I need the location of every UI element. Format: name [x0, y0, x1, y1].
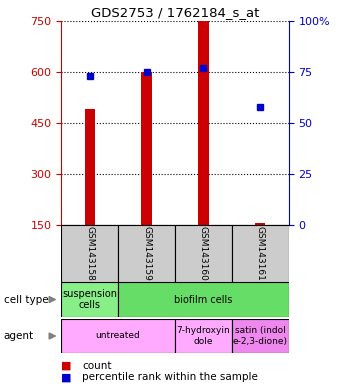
Bar — [255, 223, 265, 225]
Bar — [175, 319, 232, 353]
Bar — [61, 319, 175, 353]
Bar — [175, 225, 232, 282]
Bar — [118, 282, 289, 317]
Text: cell type: cell type — [4, 295, 48, 305]
Text: GSM143161: GSM143161 — [256, 226, 265, 281]
Text: GSM143160: GSM143160 — [199, 226, 208, 281]
Title: GDS2753 / 1762184_s_at: GDS2753 / 1762184_s_at — [91, 5, 259, 18]
Text: suspension
cells: suspension cells — [62, 289, 117, 310]
Bar — [232, 319, 289, 353]
Bar — [85, 109, 95, 225]
Bar — [61, 282, 118, 317]
Text: satin (indol
e-2,3-dione): satin (indol e-2,3-dione) — [233, 326, 288, 346]
Text: biofilm cells: biofilm cells — [174, 295, 233, 305]
Text: GSM143159: GSM143159 — [142, 226, 151, 281]
Bar — [232, 225, 289, 282]
Bar — [61, 225, 118, 282]
Text: percentile rank within the sample: percentile rank within the sample — [82, 372, 258, 382]
Bar — [198, 21, 209, 225]
Bar — [118, 225, 175, 282]
Bar — [141, 72, 152, 225]
Text: 7-hydroxyin
dole: 7-hydroxyin dole — [176, 326, 230, 346]
Text: untreated: untreated — [96, 331, 140, 341]
Text: count: count — [82, 361, 112, 371]
Text: ■: ■ — [61, 361, 72, 371]
Text: ■: ■ — [61, 372, 72, 382]
Text: GSM143158: GSM143158 — [85, 226, 94, 281]
Text: agent: agent — [4, 331, 34, 341]
